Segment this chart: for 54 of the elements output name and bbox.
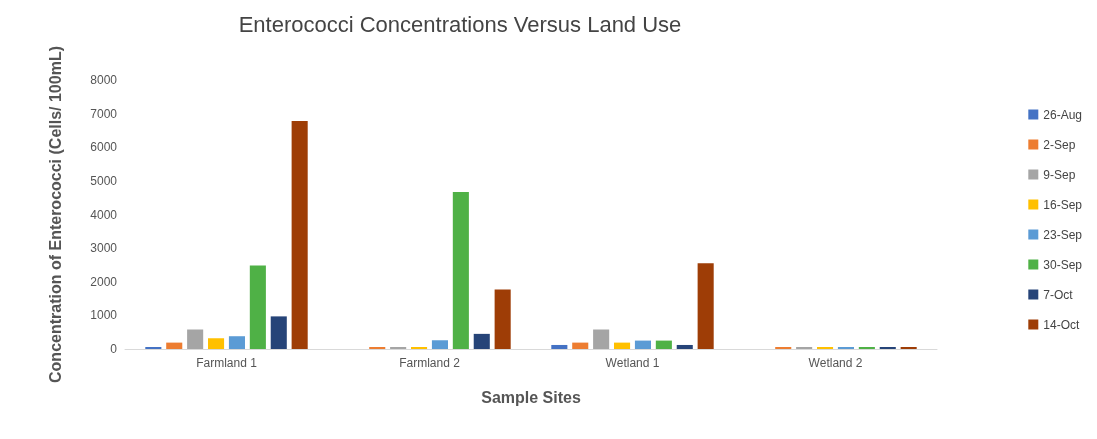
bar	[572, 342, 589, 349]
bar	[187, 329, 204, 349]
x-tick-label: Farmland 2	[399, 356, 461, 370]
legend-label: 7-Oct	[1043, 287, 1074, 302]
x-tick-label: Farmland 1	[196, 356, 258, 370]
bar	[593, 329, 610, 349]
bar	[817, 346, 834, 349]
legend-label: 30-Sep	[1043, 257, 1083, 272]
bar	[879, 346, 896, 349]
bar	[390, 346, 407, 349]
bar	[291, 121, 308, 349]
y-tick-label: 7000	[90, 106, 118, 121]
y-tick-label: 8000	[90, 73, 118, 87]
x-tick-label: Wetland 1	[605, 356, 660, 370]
bar	[411, 346, 428, 349]
bar	[655, 340, 672, 349]
y-tick-label: 0	[110, 342, 118, 356]
legend-label: 2-Sep	[1043, 137, 1076, 152]
bar	[473, 333, 490, 349]
chart-title: Enterococci Concentrations Versus Land Use	[238, 11, 682, 37]
bar	[634, 340, 651, 349]
bar	[431, 340, 448, 349]
x-tick-label: Wetland 2	[808, 356, 863, 370]
y-tick-label: 2000	[90, 274, 118, 289]
legend-label: 16-Sep	[1043, 197, 1083, 212]
bar	[676, 344, 693, 349]
bar	[249, 265, 266, 349]
legend-label: 26-Aug	[1043, 107, 1083, 122]
y-tick-label: 1000	[90, 308, 118, 323]
y-tick-label: 5000	[90, 173, 118, 188]
bar	[900, 346, 917, 349]
y-tick-label: 3000	[90, 241, 118, 256]
bar	[551, 344, 568, 349]
bar	[369, 346, 386, 349]
bar	[270, 316, 287, 349]
bar	[614, 342, 631, 349]
bar	[858, 346, 875, 349]
bar	[228, 336, 245, 349]
bar	[452, 191, 469, 349]
legend-label: 23-Sep	[1043, 227, 1083, 242]
legend-label: 9-Sep	[1043, 167, 1076, 182]
bar	[837, 346, 854, 349]
bar	[494, 289, 511, 349]
y-tick-label: 4000	[90, 207, 118, 222]
bar	[166, 342, 183, 349]
x-axis-title: Sample Sites	[481, 388, 581, 406]
bar	[697, 263, 714, 349]
y-tick-label: 6000	[90, 140, 118, 155]
bar	[796, 346, 813, 349]
legend-label: 14-Oct	[1043, 317, 1080, 332]
bar	[208, 338, 225, 349]
bar	[145, 346, 162, 349]
y-axis-title: Concentration of Enterococci (Cells/ 100mL)	[46, 46, 64, 383]
bar	[775, 346, 792, 349]
